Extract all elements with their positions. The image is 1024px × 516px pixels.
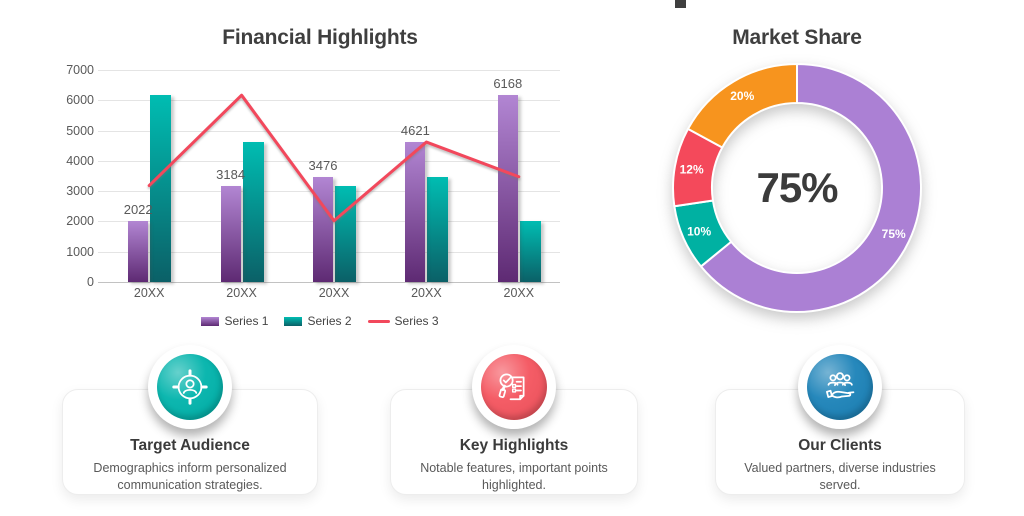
bar-series2: [242, 142, 264, 282]
legend-label: Series 3: [394, 314, 439, 328]
legend-label: Series 2: [307, 314, 352, 328]
donut-segment-label: 10%: [687, 224, 711, 238]
bar-series1: [220, 185, 241, 282]
category-label: 20XX: [318, 286, 350, 300]
y-axis-tick: 2000: [66, 214, 94, 229]
financial-chart-title: Financial Highlights: [222, 26, 418, 49]
target-audience-badge: [148, 345, 232, 429]
bar-series2: [150, 95, 172, 282]
legend-label: Series 1: [224, 314, 269, 328]
legend-item: Series 3: [367, 314, 439, 328]
chart-legend: Series 1 Series 2 Series 3: [60, 314, 580, 328]
card-title: Target Audience: [130, 437, 250, 454]
card-title: Our Clients: [798, 437, 882, 454]
bar-series2: [335, 185, 356, 282]
gridline: [98, 160, 560, 162]
card-target-audience: Target Audience Demographics inform pers…: [62, 345, 318, 495]
line-series: [147, 93, 521, 223]
donut-segment-label: 12%: [680, 162, 704, 176]
y-axis-tick: 6000: [66, 93, 94, 108]
financial-highlights-section: Financial Highlights 7000 6000 5000 4000 300…: [60, 20, 580, 340]
market-chart-title: Market Share: [732, 26, 862, 49]
x-axis-labels: 20XX 20XX 20XX 20XX 20XX: [98, 286, 560, 302]
y-axis-tick: 3000: [66, 184, 94, 199]
y-axis-tick: 7000: [66, 63, 94, 77]
card-title: Key Highlights: [459, 437, 569, 454]
category-label: 20XX: [411, 286, 442, 300]
legend-bar-swatch: [201, 316, 220, 326]
bar-series2: [519, 220, 541, 282]
gridline: [98, 282, 560, 283]
bar-value-label: 6168: [493, 76, 523, 92]
category-label: 20XX: [503, 286, 535, 300]
gridline: [98, 100, 560, 102]
market-share-section: Market Share 75% 10% 12% 20% 75%: [652, 20, 942, 340]
bar-value-label: 3476: [308, 157, 338, 173]
card-key-highlights: Key Highlights Notable features, importa…: [390, 345, 638, 495]
donut-chart: 75% 10% 12% 20% 75%: [669, 60, 925, 316]
legend-bar-swatch: [284, 316, 303, 326]
bar-series1: [405, 142, 426, 282]
our-clients-badge: [798, 345, 882, 429]
y-axis-tick: 5000: [66, 123, 94, 138]
bar-value-label: 3184: [216, 166, 246, 182]
donut-segment: [686, 63, 798, 149]
bar-series1: [497, 95, 518, 282]
y-axis-tick: 4000: [66, 153, 94, 168]
legend-item: Series 2: [284, 314, 352, 328]
donut-segment-label: 20%: [730, 89, 754, 103]
our-clients-icon: [807, 354, 873, 420]
category-label: 20XX: [133, 286, 165, 300]
bar-series1: [128, 220, 149, 282]
donut-svg: 75% 10% 12% 20%: [672, 63, 922, 313]
gridline: [98, 70, 560, 71]
key-highlights-icon: [481, 354, 547, 420]
legend-line-swatch: [367, 319, 390, 323]
target-audience-icon: [157, 354, 223, 420]
donut-segment-label: 75%: [882, 227, 906, 241]
clipped-slide-title-fragment: [675, 0, 686, 8]
category-label: 20XX: [226, 286, 257, 300]
legend-item: Series 1: [201, 314, 268, 328]
card-description: Demographics inform personalized communi…: [93, 461, 287, 492]
donut-segment: [699, 63, 922, 313]
card-description: Valued partners, diverse industries serv…: [744, 461, 936, 492]
bar-series1: [313, 176, 333, 282]
y-axis-labels: 7000 6000 5000 4000 3000 2000 1000 0: [60, 63, 94, 289]
card-our-clients: Our Clients Valued partners, diverse ind…: [715, 345, 965, 495]
bar-value-label: 4621: [400, 123, 430, 139]
key-highlights-badge: [472, 345, 556, 429]
financial-plot: 2022 3184 3476 4621 6168: [98, 70, 560, 283]
y-axis-tick: 1000: [66, 244, 94, 259]
bar-series2: [427, 176, 449, 282]
gridline: [98, 130, 560, 132]
card-description: Notable features, important points highl…: [420, 461, 608, 492]
bar-value-label: 2022: [123, 201, 153, 217]
y-axis-tick: 0: [87, 275, 94, 289]
